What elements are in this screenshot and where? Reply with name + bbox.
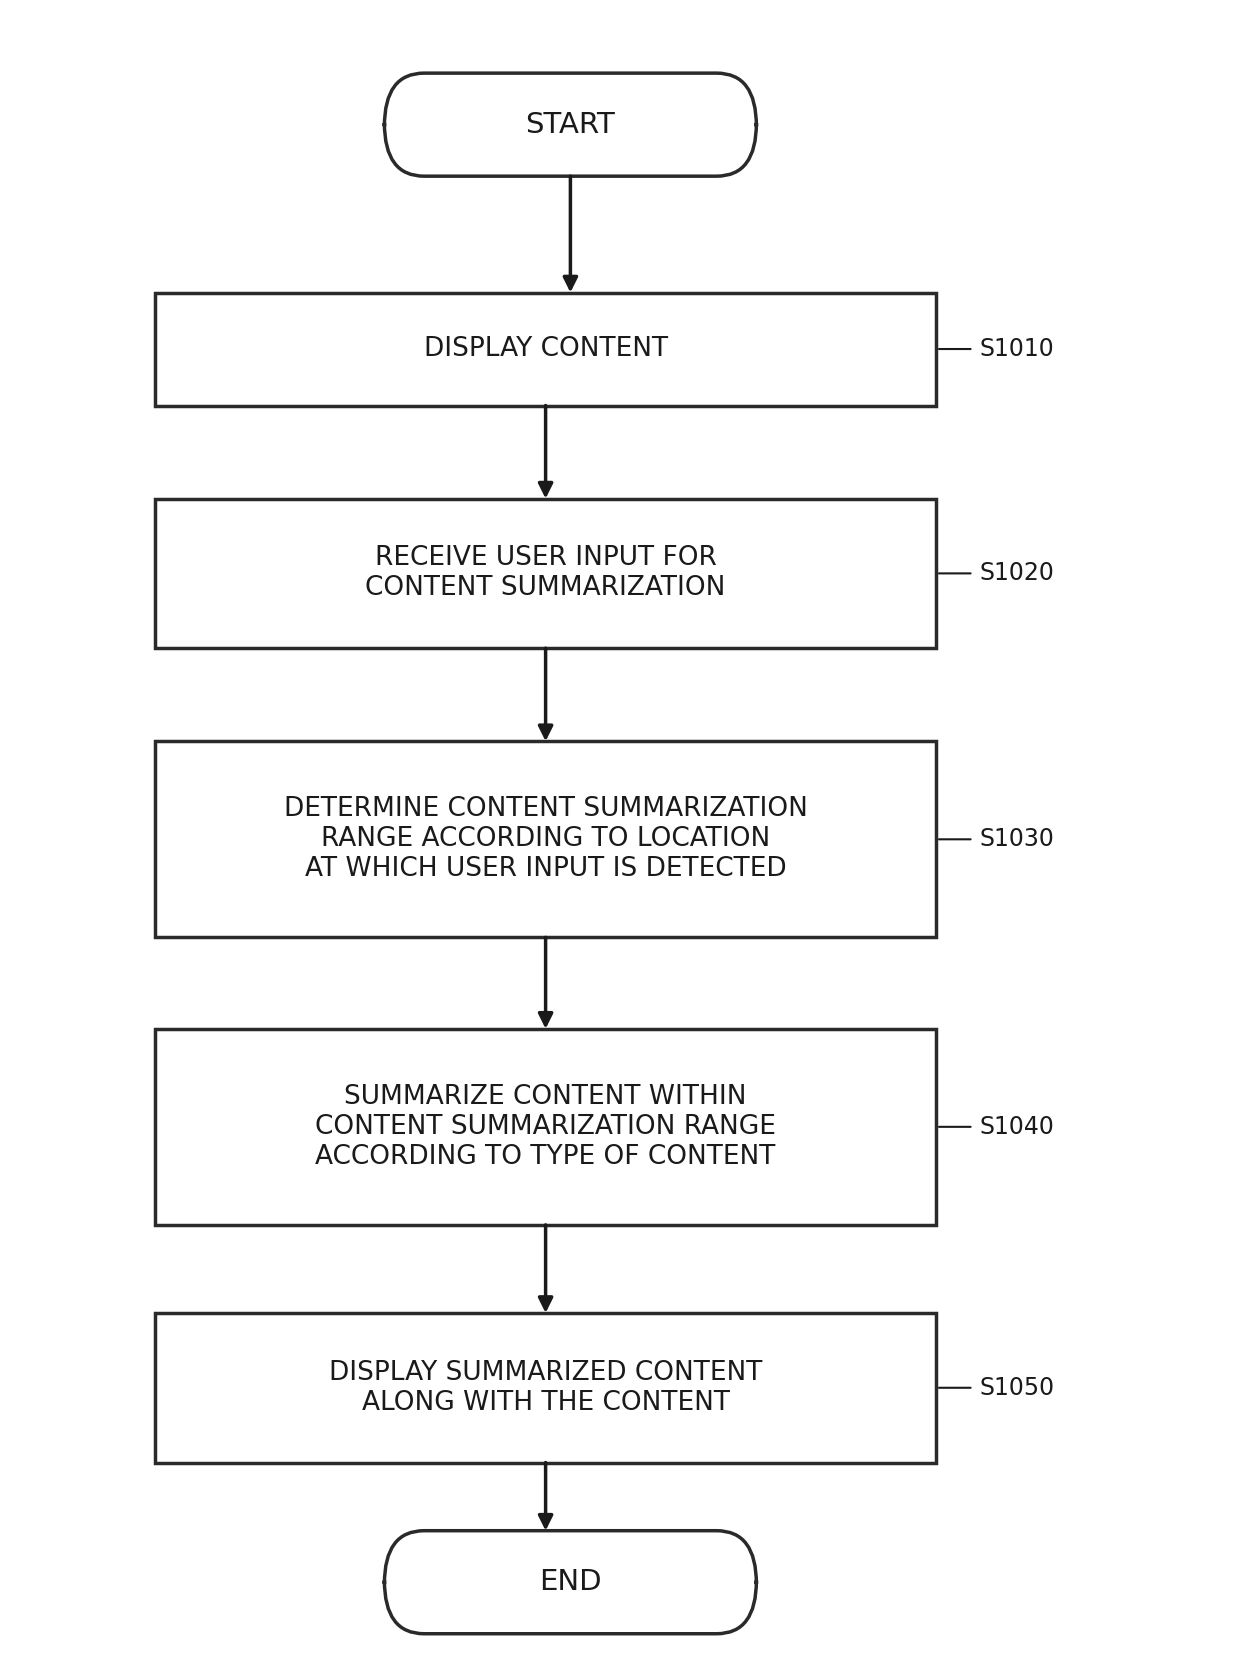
Bar: [155, 499, 936, 648]
Text: S1040: S1040: [980, 1115, 1054, 1138]
FancyBboxPatch shape: [384, 1531, 756, 1634]
Text: DETERMINE CONTENT SUMMARIZATION
RANGE ACCORDING TO LOCATION
AT WHICH USER INPUT : DETERMINE CONTENT SUMMARIZATION RANGE AC…: [284, 796, 807, 883]
Text: DISPLAY SUMMARIZED CONTENT
ALONG WITH THE CONTENT: DISPLAY SUMMARIZED CONTENT ALONG WITH TH…: [329, 1360, 763, 1416]
Bar: [155, 741, 936, 937]
Bar: [155, 293, 936, 406]
Bar: [155, 1313, 936, 1463]
Text: S1020: S1020: [980, 562, 1054, 585]
Text: RECEIVE USER INPUT FOR
CONTENT SUMMARIZATION: RECEIVE USER INPUT FOR CONTENT SUMMARIZA…: [366, 545, 725, 602]
Text: END: END: [539, 1569, 601, 1596]
Text: S1010: S1010: [980, 337, 1054, 361]
Text: S1050: S1050: [980, 1376, 1055, 1399]
Text: SUMMARIZE CONTENT WITHIN
CONTENT SUMMARIZATION RANGE
ACCORDING TO TYPE OF CONTEN: SUMMARIZE CONTENT WITHIN CONTENT SUMMARI…: [315, 1084, 776, 1170]
Bar: [155, 1029, 936, 1225]
Text: S1030: S1030: [980, 828, 1054, 851]
Text: DISPLAY CONTENT: DISPLAY CONTENT: [424, 336, 667, 362]
FancyBboxPatch shape: [384, 73, 756, 176]
Text: START: START: [526, 111, 615, 138]
